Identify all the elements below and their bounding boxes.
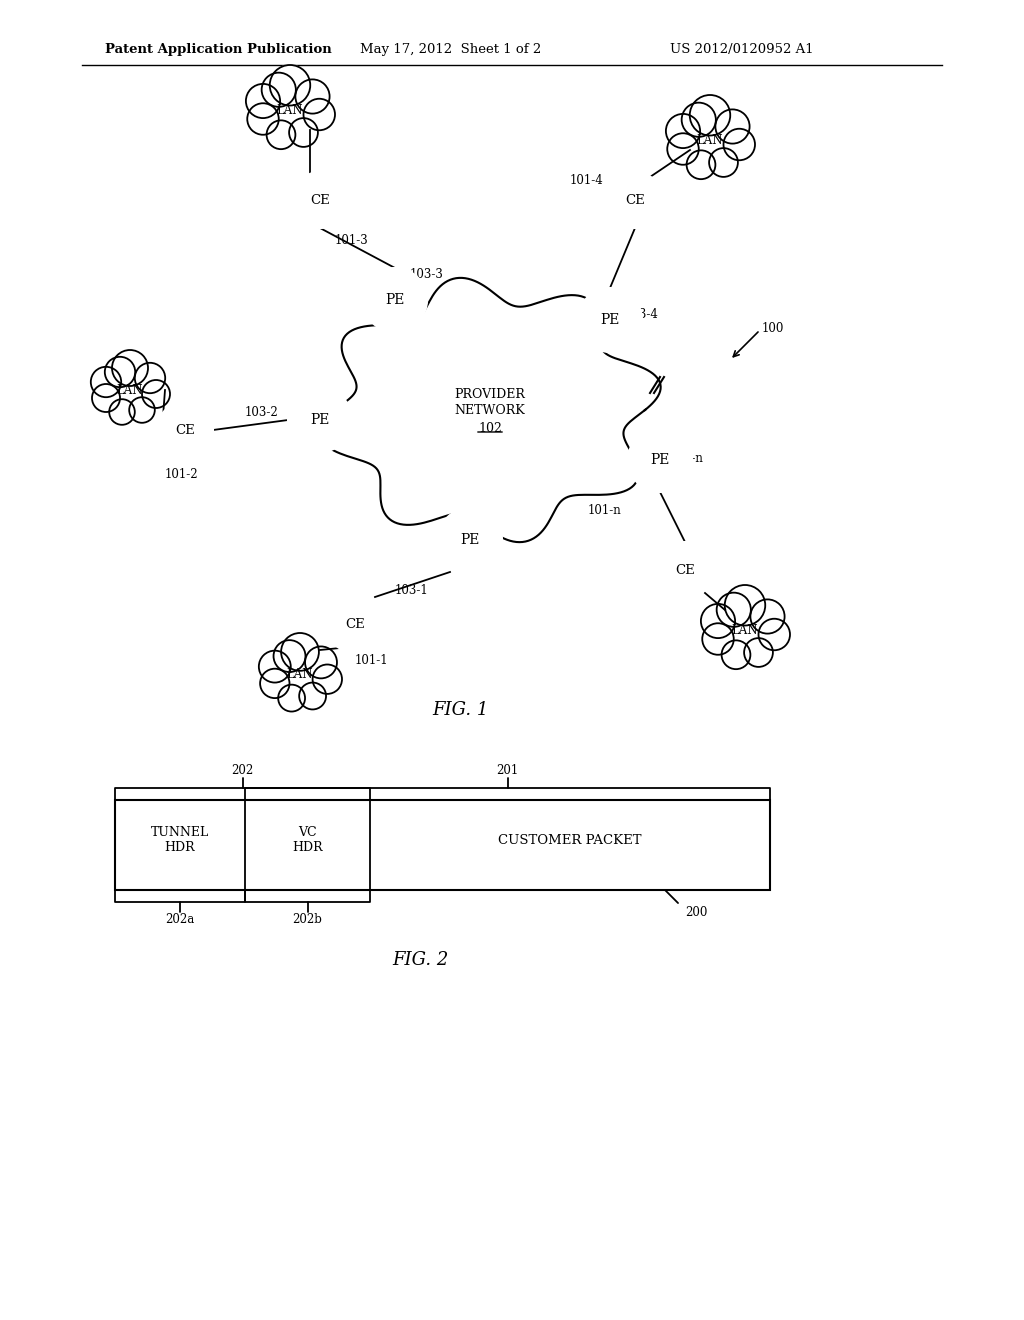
Circle shape [578, 288, 642, 352]
Circle shape [157, 403, 213, 458]
Text: VC
HDR: VC HDR [292, 826, 323, 854]
Text: LAN: LAN [732, 623, 758, 636]
Text: 202b: 202b [293, 913, 323, 927]
Text: PE: PE [310, 413, 330, 426]
Text: 103-2: 103-2 [245, 405, 279, 418]
Circle shape [759, 619, 790, 651]
Text: PE: PE [650, 453, 670, 467]
Circle shape [744, 638, 773, 667]
Circle shape [717, 593, 751, 627]
Circle shape [312, 664, 342, 694]
Circle shape [135, 363, 165, 393]
Circle shape [279, 685, 305, 711]
Circle shape [262, 73, 296, 107]
Circle shape [299, 682, 326, 709]
Circle shape [305, 647, 337, 678]
Text: CE: CE [310, 194, 330, 206]
Circle shape [690, 95, 730, 136]
Circle shape [709, 148, 738, 177]
Circle shape [288, 388, 352, 451]
Text: 101-1: 101-1 [355, 653, 389, 667]
Text: CE: CE [625, 194, 645, 206]
Circle shape [282, 634, 318, 671]
Text: 100: 100 [762, 322, 784, 334]
Text: NETWORK: NETWORK [455, 404, 525, 417]
Circle shape [259, 651, 291, 682]
Circle shape [112, 350, 148, 385]
Text: PE: PE [600, 313, 620, 327]
Circle shape [628, 428, 692, 492]
Circle shape [273, 640, 305, 672]
Circle shape [92, 384, 120, 412]
Text: FIG. 1: FIG. 1 [432, 701, 488, 719]
Text: 200: 200 [685, 906, 708, 919]
Text: 101-n: 101-n [588, 503, 622, 516]
Circle shape [292, 172, 348, 228]
Circle shape [722, 640, 751, 669]
Polygon shape [319, 279, 660, 543]
Text: PROVIDER: PROVIDER [455, 388, 525, 401]
Circle shape [269, 65, 310, 106]
Text: Patent Application Publication: Patent Application Publication [105, 44, 332, 57]
Circle shape [657, 543, 713, 598]
Text: FIG. 2: FIG. 2 [392, 950, 449, 969]
Circle shape [702, 623, 734, 655]
Circle shape [129, 397, 155, 422]
Text: 101-3: 101-3 [335, 234, 369, 247]
Circle shape [716, 110, 750, 144]
Circle shape [607, 172, 663, 228]
Text: 101-2: 101-2 [165, 469, 199, 482]
Circle shape [289, 117, 317, 147]
Text: 102: 102 [478, 421, 502, 434]
Text: LAN: LAN [287, 668, 313, 681]
Text: 101-4: 101-4 [570, 173, 604, 186]
Circle shape [725, 585, 765, 626]
Circle shape [266, 120, 295, 149]
Text: 202: 202 [231, 764, 254, 777]
Text: May 17, 2012  Sheet 1 of 2: May 17, 2012 Sheet 1 of 2 [360, 44, 542, 57]
Circle shape [751, 599, 784, 634]
Circle shape [666, 114, 700, 148]
Text: LAN: LAN [276, 103, 303, 116]
Text: 103-3: 103-3 [410, 268, 443, 281]
Text: 202a: 202a [165, 913, 195, 927]
FancyBboxPatch shape [115, 800, 770, 890]
Text: CE: CE [675, 564, 695, 577]
Circle shape [260, 669, 290, 698]
Circle shape [295, 79, 330, 114]
Circle shape [438, 508, 502, 572]
Circle shape [724, 129, 755, 160]
Text: 103-4: 103-4 [625, 309, 658, 322]
Text: TUNNEL
HDR: TUNNEL HDR [151, 826, 209, 854]
Circle shape [327, 597, 383, 653]
Text: LAN: LAN [696, 133, 723, 147]
Circle shape [700, 605, 735, 638]
Text: 201: 201 [497, 764, 518, 777]
Circle shape [362, 268, 427, 333]
Text: CUSTOMER PACKET: CUSTOMER PACKET [499, 833, 642, 846]
Text: PE: PE [385, 293, 404, 308]
Circle shape [247, 103, 279, 135]
Circle shape [91, 367, 121, 397]
Circle shape [682, 103, 716, 137]
Text: CE: CE [175, 424, 195, 437]
Text: US 2012/0120952 A1: US 2012/0120952 A1 [670, 44, 814, 57]
Circle shape [246, 84, 281, 117]
Circle shape [110, 399, 135, 425]
Text: 103-n: 103-n [670, 451, 703, 465]
Circle shape [303, 99, 335, 131]
Circle shape [142, 380, 170, 408]
Circle shape [668, 133, 698, 165]
Text: CE: CE [345, 619, 365, 631]
Text: LAN: LAN [117, 384, 143, 396]
Circle shape [104, 356, 135, 387]
Text: 103-1: 103-1 [395, 583, 429, 597]
Circle shape [687, 150, 716, 180]
Text: PE: PE [461, 533, 479, 546]
